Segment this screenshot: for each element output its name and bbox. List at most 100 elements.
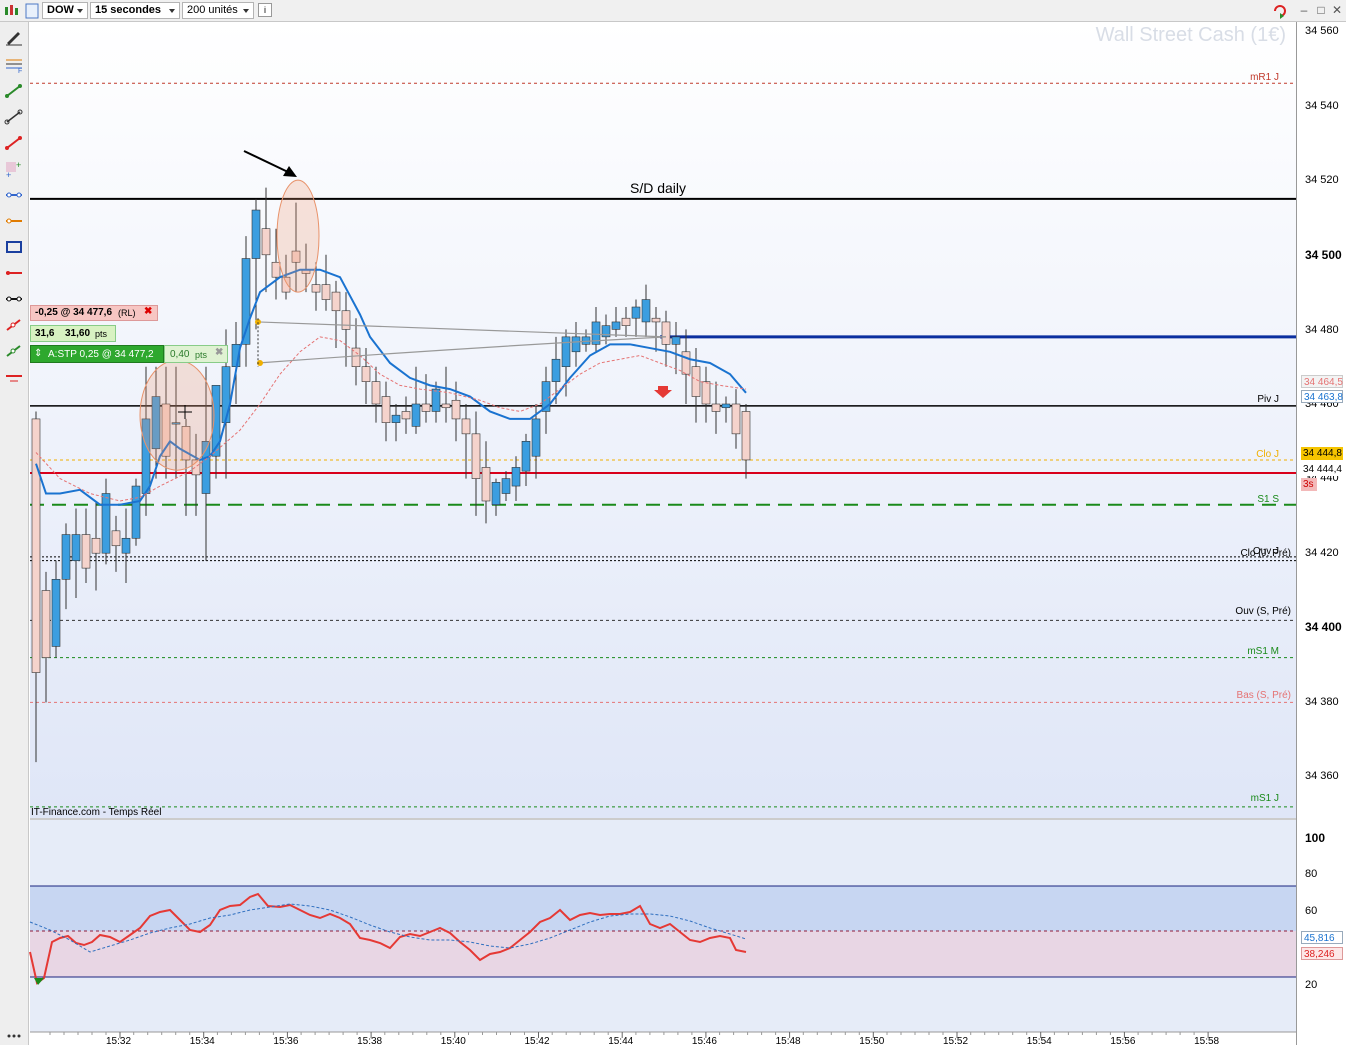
candle-body [671, 336, 681, 345]
candle-body [661, 321, 671, 345]
indicator-title: IT-Finance.com - Temps Réel [31, 807, 162, 818]
candle [711, 381, 721, 434]
level-label-bas-s-pre: Bas (S, Pré) [1236, 690, 1291, 701]
time-label: 15:46 [691, 1036, 717, 1047]
level-lines [30, 82, 1296, 808]
price-tick: 34 400 [1305, 620, 1342, 634]
candle [461, 404, 471, 479]
position-order-box[interactable]: -0,25 @ 34 477,6 (RL) ✖ [30, 305, 158, 321]
candle-body [591, 321, 601, 345]
fibonacci-icon[interactable]: F [4, 56, 24, 74]
candle [81, 508, 91, 584]
candle-body [461, 418, 471, 435]
units-select[interactable]: 200 unités [182, 2, 254, 19]
candle [61, 523, 71, 610]
drag-handle-icon[interactable]: ⇕ [34, 348, 43, 359]
candle-body [161, 403, 171, 457]
indicator-line-blue [29, 903, 747, 953]
position-suffix: (RL) [118, 308, 136, 318]
refresh-icon[interactable] [1272, 3, 1288, 19]
candle [111, 515, 121, 572]
candle-body [521, 440, 531, 472]
candle [361, 348, 371, 404]
price-tick: 34 480 [1305, 324, 1339, 336]
minimize-icon[interactable]: – [1300, 3, 1308, 17]
hline-black-icon[interactable] [4, 290, 24, 308]
level-label-clo-j-pre: Clo (J, Pré) [1240, 548, 1291, 559]
candle-body [391, 414, 401, 423]
zone-add-icon[interactable]: ++ [4, 160, 24, 178]
ray-red-icon[interactable] [4, 316, 24, 334]
candle [511, 456, 521, 501]
candle-body [731, 403, 741, 435]
close-icon[interactable]: ✕ [1331, 3, 1343, 17]
svg-text:F: F [18, 68, 22, 74]
candle-body [721, 403, 731, 409]
price-tag-4: 34 444,4 [1301, 463, 1343, 476]
price-tag-2: 34 463,8 [1301, 390, 1343, 403]
chart-type-icon[interactable] [3, 3, 19, 19]
cancel-stop-icon[interactable]: ✖ [215, 347, 224, 358]
settings-icon[interactable] [25, 3, 39, 19]
ray-green-icon[interactable] [4, 342, 24, 360]
trendline-black-icon[interactable] [4, 108, 24, 126]
candle [191, 433, 201, 516]
candle [261, 187, 271, 293]
highlight-ellipse [276, 179, 320, 293]
candle [281, 254, 291, 300]
timeframe-select[interactable]: 15 secondes [90, 2, 180, 19]
stop-order-box[interactable]: ⇕ A:STP 0,25 @ 34 477,2 [30, 345, 164, 363]
hline-orange-icon[interactable] [4, 212, 24, 230]
stop-distance: 0,40 [170, 349, 190, 360]
price-axis: 34 560 34 540 34 520 34 500 34 480 34 46… [1296, 22, 1346, 1045]
indicator-tick: 60 [1305, 905, 1318, 917]
pencil-icon[interactable] [4, 28, 24, 46]
instrument-select[interactable]: DOW [42, 2, 88, 19]
candle-body [531, 418, 541, 457]
indicator-tick: 20 [1305, 979, 1318, 991]
trendline-green-icon[interactable] [4, 82, 24, 100]
candle [721, 396, 731, 423]
candle [601, 314, 611, 345]
time-label: 15:58 [1194, 1036, 1220, 1047]
units-label: 200 unités [187, 4, 238, 16]
dashed-red-icon[interactable] [4, 368, 24, 386]
sell-signal-arrow [654, 386, 672, 398]
close-position-icon[interactable]: ✖ [144, 306, 153, 317]
maximize-icon[interactable]: □ [1317, 3, 1325, 17]
more-icon[interactable] [4, 1022, 24, 1040]
stop-distance-unit: pts [195, 350, 208, 360]
annotation-arrow [243, 150, 289, 173]
price-tick: 34 420 [1305, 547, 1339, 559]
candle [561, 329, 571, 397]
rectangle-icon[interactable] [4, 238, 24, 256]
hline-red-icon[interactable] [4, 264, 24, 282]
candle [101, 478, 111, 565]
info-icon[interactable]: i [258, 3, 272, 17]
sd-daily-label: S/D daily [630, 180, 687, 196]
candle-body [571, 336, 581, 353]
hline-blue-icon[interactable] [4, 186, 24, 204]
candle-body [111, 530, 121, 547]
candle [591, 307, 601, 352]
candle-body [251, 209, 261, 259]
candle-body [91, 537, 101, 554]
candle [321, 254, 331, 311]
candle-body [281, 276, 291, 293]
candle [421, 374, 431, 423]
indicator-tick: 80 [1305, 868, 1318, 880]
price-tick: 34 380 [1305, 696, 1339, 708]
candle-body [581, 336, 591, 345]
indicator-line-red [29, 892, 747, 985]
candle-body [611, 321, 621, 330]
svg-text:+: + [6, 170, 11, 178]
candle [431, 381, 441, 423]
indicator-lower-zone [30, 931, 1296, 977]
projection-line [257, 321, 667, 338]
trendline-red-icon[interactable] [4, 134, 24, 152]
candle [441, 366, 451, 423]
candle-body [341, 310, 351, 330]
candle [121, 508, 131, 584]
candle-body [351, 347, 361, 367]
